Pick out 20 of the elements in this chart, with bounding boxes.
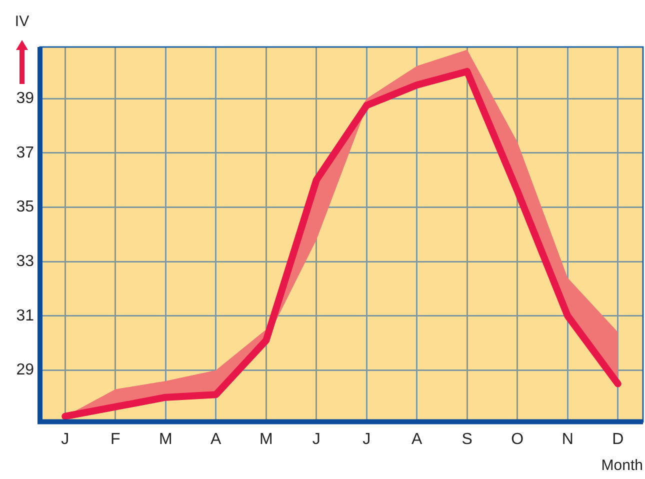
x-tick-label: S xyxy=(462,430,472,448)
x-tick-label: J xyxy=(61,430,70,448)
y-tick-label: 29 xyxy=(16,362,34,379)
x-tick-label: A xyxy=(210,430,222,448)
x-tick-label: A xyxy=(412,430,423,448)
x-tick-label: J xyxy=(312,430,320,448)
y-tick-label: 33 xyxy=(16,252,34,270)
x-tick-label: M xyxy=(158,430,172,448)
x-tick-label: O xyxy=(511,430,524,448)
y-axis-title: IV xyxy=(14,13,30,30)
y-tick-label: 37 xyxy=(16,144,34,162)
x-tick-label: F xyxy=(110,430,120,448)
y-tick-label: 39 xyxy=(16,90,34,108)
x-tick-label: N xyxy=(562,430,574,448)
x-tick-label: M xyxy=(259,430,273,448)
x-axis-title: Month xyxy=(601,457,643,474)
x-tick-label: J xyxy=(362,430,371,448)
x-tick-label: D xyxy=(612,430,624,448)
y-tick-label: 35 xyxy=(16,198,34,216)
y-tick-label: 31 xyxy=(16,307,34,324)
